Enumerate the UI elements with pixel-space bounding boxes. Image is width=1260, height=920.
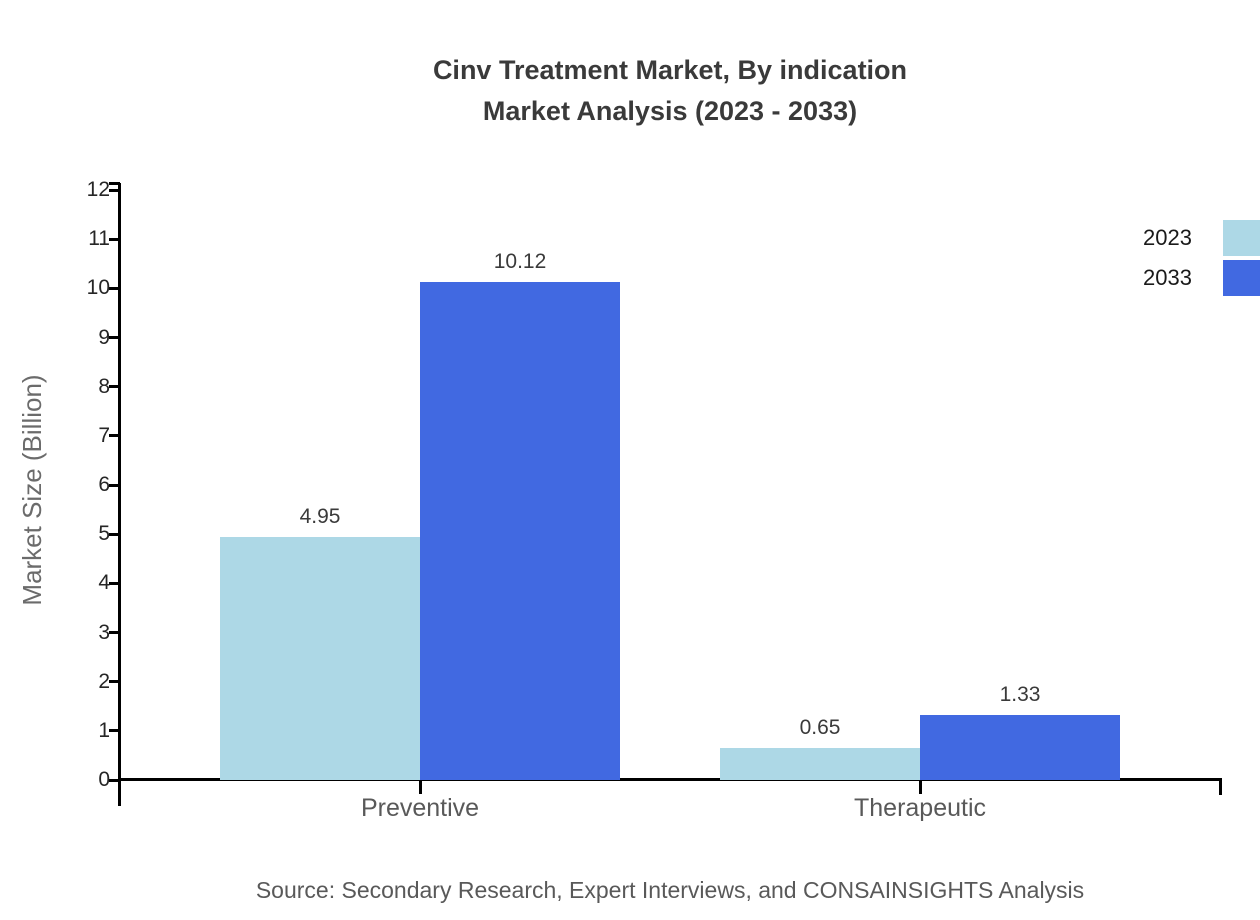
y-tick: [109, 237, 120, 241]
y-tick-label: 10: [86, 276, 110, 300]
bar-value-label-2023-preventive: 4.95: [299, 504, 341, 528]
y-tick: [109, 729, 120, 733]
bar-value-label-2023-therapeutic: 0.65: [799, 716, 841, 740]
y-tick: [109, 286, 120, 290]
legend-swatch-2023: [1223, 220, 1260, 256]
y-tick-label: 12: [86, 178, 110, 201]
y-tick-label: 5: [98, 522, 110, 546]
x-tick: [918, 780, 922, 794]
chart-title: Cinv Treatment Market, By indication Mar…: [120, 50, 1220, 132]
y-tick-label: 1: [98, 718, 110, 742]
source-note: Source: Secondary Research, Expert Inter…: [255, 877, 1085, 903]
legend-swatch-2033: [1223, 260, 1260, 296]
y-tick: [109, 483, 120, 487]
y-tick-label: 8: [98, 374, 110, 398]
bar-value-label-2033-therapeutic: 1.33: [999, 682, 1041, 706]
bar-2023-preventive: [220, 536, 420, 780]
y-tick-label: 6: [98, 473, 110, 496]
y-tick: [109, 631, 120, 634]
bar-2033-therapeutic: [920, 714, 1120, 780]
y-tick-label: 2: [98, 669, 110, 693]
y-tick: [109, 680, 120, 684]
category-label-therapeutic: Therapeutic: [853, 794, 987, 822]
category-label-preventive: Preventive: [360, 794, 480, 822]
y-tick-label: 7: [98, 423, 110, 447]
y-tick: [109, 778, 120, 782]
x-axis-line: [118, 778, 1222, 781]
y-tick: [109, 532, 120, 536]
bar-2033-preventive: [420, 282, 620, 780]
y-tick-label: 3: [98, 620, 110, 644]
x-tick: [418, 780, 422, 794]
y-axis-cap-tick: [109, 181, 120, 185]
y-tick-label: 9: [98, 325, 110, 349]
chart-title-line2: Market Analysis (2023 - 2033): [482, 96, 858, 126]
x-axis-end-tick: [1219, 778, 1222, 795]
y-tick-label: 4: [98, 571, 110, 595]
y-tick-label: 11: [88, 227, 110, 251]
y-axis-line: [118, 183, 121, 806]
y-axis-title: Market Size (Billion): [17, 374, 47, 606]
y-tick: [109, 434, 120, 438]
legend-label-2033: 2033: [1143, 265, 1192, 290]
y-tick: [109, 581, 120, 585]
y-tick: [109, 336, 120, 339]
legend-label-2023: 2023: [1143, 225, 1192, 250]
y-tick: [109, 188, 120, 192]
bar-2023-therapeutic: [720, 748, 920, 780]
y-tick: [109, 385, 120, 389]
y-tick-label: 0: [98, 768, 110, 791]
bar-value-label-2033-preventive: 10.12: [493, 250, 547, 274]
chart-title-line1: Cinv Treatment Market, By indication: [432, 55, 908, 85]
